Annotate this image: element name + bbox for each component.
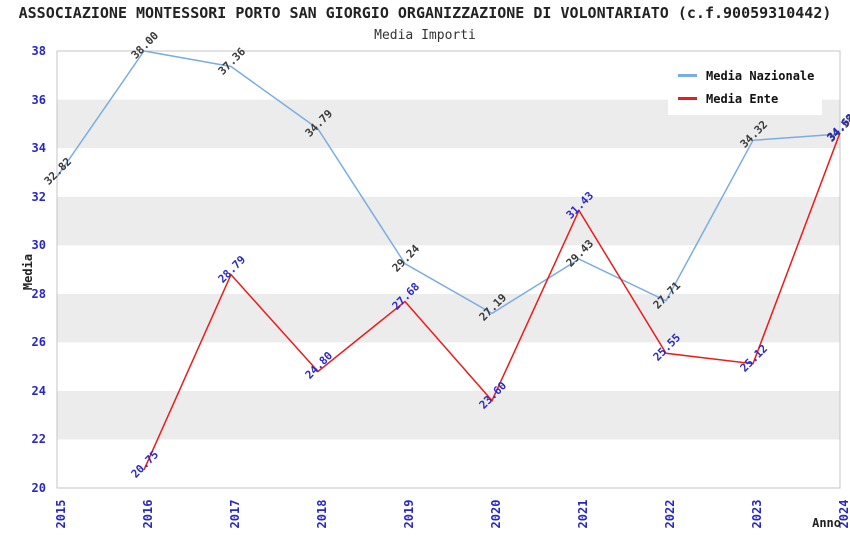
- series-line-media-nazionale: [56, 50, 841, 315]
- x-tick-label: 2021: [576, 499, 590, 529]
- legend-item: Media Nazionale: [678, 64, 822, 87]
- grid-band: [57, 342, 840, 391]
- legend-line-swatch: [678, 74, 697, 77]
- y-axis-title: Media: [21, 253, 35, 291]
- grid-band: [57, 293, 840, 343]
- legend-label: Media Nazionale: [706, 68, 815, 83]
- x-tick-label: 2018: [315, 499, 329, 529]
- chart-title: ASSOCIAZIONE MONTESSORI PORTO SAN GIORGI…: [18, 4, 832, 22]
- y-tick-label: 26: [31, 335, 46, 350]
- y-tick-label: 28: [31, 286, 46, 301]
- plot-border: [56, 50, 841, 489]
- y-tick-label: 32: [31, 189, 46, 204]
- series-line-media-ente: [143, 132, 841, 471]
- y-tick-label: 34: [31, 141, 46, 156]
- grid-band: [57, 245, 840, 294]
- x-tick-label: 2023: [750, 499, 764, 529]
- y-tick-label: 36: [31, 92, 46, 107]
- grid-band: [57, 390, 840, 440]
- legend-line-swatch: [678, 97, 697, 100]
- y-tick-label: 20: [31, 481, 46, 495]
- y-tick-label: 24: [31, 383, 46, 398]
- y-tick-label: 22: [31, 432, 46, 447]
- legend-label: Media Ente: [706, 91, 779, 106]
- y-tick-label: 30: [31, 238, 46, 253]
- x-tick-label: 2015: [54, 499, 68, 529]
- grid-band: [57, 196, 840, 246]
- x-axis-title: Anno: [812, 516, 841, 530]
- x-tick-label: 2022: [663, 499, 677, 529]
- x-tick-label: 2020: [489, 499, 503, 529]
- x-tick-label: 2017: [228, 499, 242, 529]
- grid-band: [57, 439, 840, 488]
- x-tick-label: 2019: [402, 499, 416, 529]
- grid-band: [57, 148, 840, 197]
- legend-item: Media Ente: [678, 87, 822, 110]
- y-tick-label: 38: [31, 44, 46, 58]
- legend: Media Nazionale Media Ente: [668, 59, 822, 115]
- chart-subtitle: Media Importi: [374, 28, 476, 43]
- x-tick-label: 2016: [141, 499, 155, 529]
